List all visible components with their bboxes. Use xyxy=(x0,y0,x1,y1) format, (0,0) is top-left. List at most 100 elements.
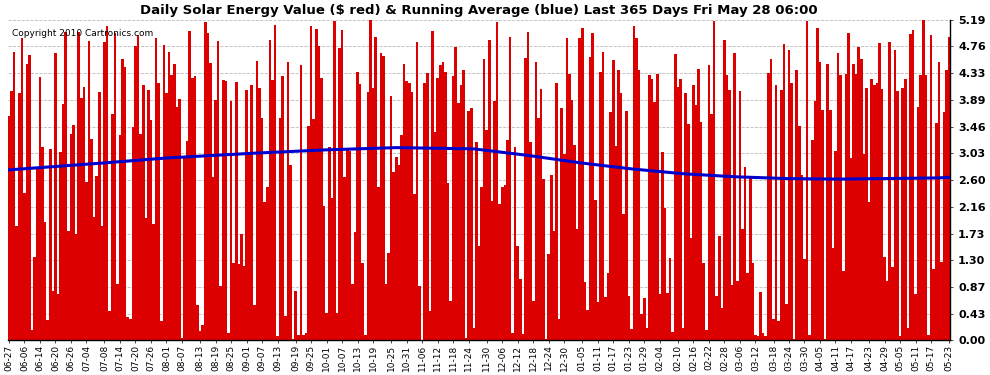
Bar xyxy=(602,52,604,340)
Bar xyxy=(560,108,563,340)
Bar xyxy=(142,86,145,340)
Bar xyxy=(467,111,470,340)
Bar xyxy=(842,271,844,340)
Bar xyxy=(844,74,847,341)
Bar xyxy=(798,126,801,341)
Bar xyxy=(525,58,527,340)
Bar xyxy=(214,100,217,340)
Bar xyxy=(472,328,475,340)
Bar xyxy=(286,62,289,340)
Bar xyxy=(615,146,617,340)
Bar xyxy=(591,33,594,340)
Bar xyxy=(888,42,891,340)
Bar xyxy=(51,291,54,340)
Bar xyxy=(933,269,935,340)
Bar xyxy=(204,22,207,341)
Bar xyxy=(852,64,855,340)
Bar xyxy=(530,142,532,340)
Bar xyxy=(442,62,445,340)
Bar xyxy=(617,70,620,340)
Bar xyxy=(54,53,56,340)
Bar xyxy=(157,82,160,340)
Bar xyxy=(527,32,530,340)
Bar xyxy=(557,319,560,340)
Bar xyxy=(623,214,625,340)
Bar xyxy=(731,285,734,340)
Bar xyxy=(922,20,925,340)
Bar xyxy=(250,85,253,340)
Bar xyxy=(281,76,284,340)
Bar xyxy=(260,118,263,340)
Bar xyxy=(589,57,591,340)
Bar xyxy=(369,20,372,340)
Bar xyxy=(449,301,451,340)
Bar xyxy=(875,82,878,340)
Bar xyxy=(729,90,731,340)
Bar xyxy=(238,264,241,340)
Bar xyxy=(395,157,398,340)
Bar xyxy=(690,238,692,340)
Bar xyxy=(446,183,449,340)
Bar xyxy=(920,75,922,340)
Bar xyxy=(835,151,837,340)
Bar xyxy=(465,338,467,340)
Bar xyxy=(310,26,313,341)
Bar xyxy=(782,44,785,340)
Bar xyxy=(434,132,437,340)
Bar xyxy=(496,22,498,340)
Bar xyxy=(233,263,235,340)
Bar xyxy=(297,336,300,340)
Bar xyxy=(80,98,82,340)
Bar xyxy=(353,232,356,340)
Bar xyxy=(366,93,369,340)
Bar xyxy=(82,87,85,340)
Bar xyxy=(767,74,769,340)
Bar xyxy=(501,187,504,340)
Bar xyxy=(199,331,201,340)
Bar xyxy=(532,301,535,340)
Bar xyxy=(56,294,59,340)
Bar xyxy=(684,93,687,340)
Bar xyxy=(406,81,408,340)
Bar xyxy=(439,65,442,340)
Bar xyxy=(348,151,351,340)
Bar xyxy=(498,204,501,340)
Bar xyxy=(806,21,809,340)
Bar xyxy=(790,83,793,340)
Bar xyxy=(258,88,260,340)
Bar xyxy=(344,177,346,340)
Bar xyxy=(413,194,416,340)
Bar xyxy=(669,258,671,340)
Bar xyxy=(886,281,888,340)
Bar xyxy=(570,100,573,340)
Bar xyxy=(891,267,894,340)
Bar xyxy=(663,208,666,340)
Bar xyxy=(710,114,713,340)
Bar xyxy=(935,123,938,340)
Bar xyxy=(320,78,323,340)
Bar xyxy=(445,72,446,341)
Bar xyxy=(47,320,49,340)
Bar xyxy=(514,147,517,340)
Bar xyxy=(700,122,703,340)
Bar xyxy=(77,32,80,340)
Bar xyxy=(756,336,759,340)
Bar xyxy=(385,284,387,340)
Bar xyxy=(145,218,148,340)
Bar xyxy=(336,313,339,340)
Bar xyxy=(822,110,824,340)
Bar xyxy=(292,339,294,340)
Bar xyxy=(538,118,540,340)
Bar xyxy=(676,87,679,340)
Bar xyxy=(519,279,522,340)
Bar xyxy=(186,141,188,340)
Bar xyxy=(547,254,550,340)
Bar xyxy=(302,335,305,340)
Bar xyxy=(599,72,602,341)
Bar xyxy=(227,333,230,340)
Title: Daily Solar Energy Value ($ red) & Running Average (blue) Last 365 Days Fri May : Daily Solar Energy Value ($ red) & Runni… xyxy=(141,4,818,17)
Bar xyxy=(135,46,137,340)
Bar xyxy=(849,158,852,340)
Bar xyxy=(697,69,700,341)
Bar xyxy=(749,176,751,340)
